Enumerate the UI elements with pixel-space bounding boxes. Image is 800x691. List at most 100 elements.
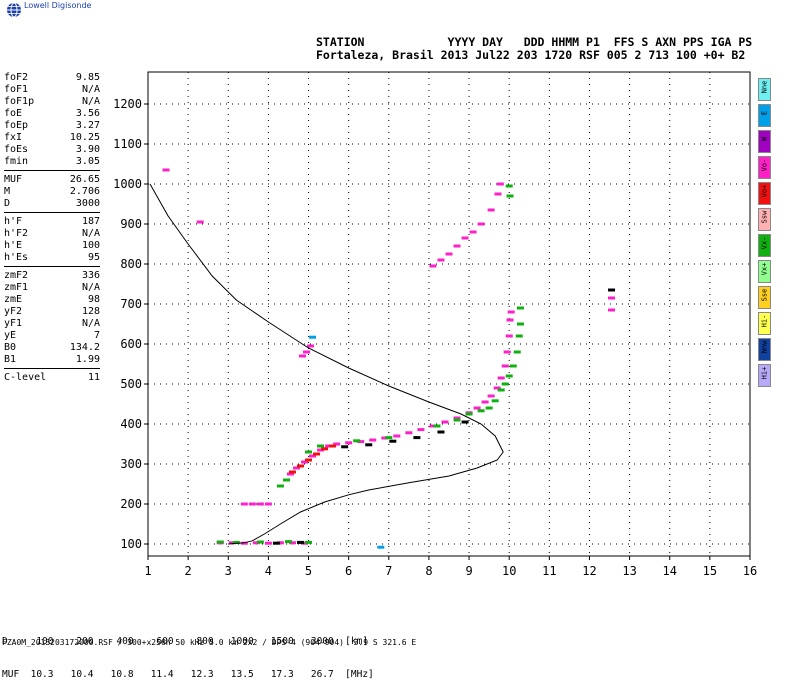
parameter-row: fxI 10.25	[4, 132, 100, 144]
y-tick-label: 300	[120, 457, 142, 471]
echo-trace	[389, 439, 397, 443]
echo-trace	[453, 244, 461, 248]
echo-trace	[309, 454, 317, 458]
parameter-value: 3.90	[75, 144, 100, 155]
echo-trace	[288, 470, 296, 474]
echo-trace	[453, 418, 461, 422]
echo-trace	[365, 443, 373, 447]
echo-trace	[307, 344, 315, 348]
parameter-name: zmF1	[4, 282, 29, 293]
echo-trace	[516, 306, 524, 310]
parameter-panel: foF2 9.85 foF1 N/A foF1p N/A foE 3.56 foEp 3.27 fx…	[4, 72, 100, 384]
echo-trace	[297, 464, 305, 468]
parameter-name: MUF	[4, 174, 23, 185]
echo-trace	[385, 436, 393, 440]
parameter-name: h'F2	[4, 228, 29, 239]
echo-trace	[608, 288, 616, 292]
legend-swatch: Hi+	[758, 364, 771, 387]
echo-trace	[317, 448, 325, 452]
echo-trace	[357, 440, 365, 444]
muf-table: D 100 200 400 600 800 1000 1500 3000 [km…	[2, 614, 374, 691]
echo-trace	[228, 541, 236, 545]
echo-trace	[303, 350, 311, 354]
echo-trace	[317, 444, 325, 448]
header-labels: STATION YYYY DAY DDD HHMM P1 FFS S AXN P…	[316, 35, 753, 49]
legend-label: E	[760, 110, 769, 116]
parameter-name: foEs	[4, 144, 29, 155]
parameter-name: zmE	[4, 294, 23, 305]
parameter-row: yE 7	[4, 330, 100, 342]
parameter-row: zmF2 336	[4, 270, 100, 282]
echo-trace	[276, 541, 284, 545]
echo-trace	[437, 258, 445, 262]
echo-trace	[264, 502, 272, 506]
echo-trace	[248, 502, 256, 506]
echo-trace	[405, 431, 413, 435]
echo-trace	[256, 540, 264, 544]
echo-trace	[252, 541, 260, 545]
parameter-name: h'Es	[4, 252, 29, 263]
parameter-value: 336	[81, 270, 100, 281]
y-tick-label: 900	[120, 217, 142, 231]
legend-swatch: Vx-	[758, 234, 771, 257]
parameter-name: zmF2	[4, 270, 29, 281]
legend-label: Nnw	[760, 340, 769, 354]
x-tick-label: 12	[582, 564, 596, 578]
legend-swatch: Vx+	[758, 260, 771, 283]
echo-trace	[393, 434, 401, 438]
y-tick-label: 200	[120, 497, 142, 511]
x-tick-label: 7	[385, 564, 392, 578]
muf-table-distance-row: D 100 200 400 600 800 1000 1500 3000 [km…	[2, 636, 369, 647]
echo-trace	[503, 350, 511, 354]
echo-trace	[325, 444, 333, 448]
parameter-row: foE 3.56	[4, 108, 100, 120]
legend-label: Hi+	[760, 366, 769, 380]
legend-swatch: Vo-	[758, 156, 771, 179]
echo-trace	[309, 335, 317, 339]
echo-trace	[507, 310, 515, 314]
echo-trace	[506, 318, 514, 322]
echo-trace	[297, 540, 305, 544]
parameter-row: foF1p N/A	[4, 96, 100, 108]
parameter-value: 9.85	[75, 72, 100, 83]
echo-trace	[481, 400, 489, 404]
echo-trace	[353, 439, 361, 443]
x-tick-label: 3	[225, 564, 232, 578]
parameter-value: N/A	[81, 84, 100, 95]
parameter-row: B0 134.2	[4, 342, 100, 354]
echo-trace	[292, 466, 300, 470]
legend-label: Nne	[760, 80, 769, 94]
legend-swatch: Hi-	[758, 312, 771, 335]
echo-trace	[513, 350, 521, 354]
parameter-name: fxI	[4, 132, 23, 143]
legend-swatch: Nnw	[758, 338, 771, 361]
legend-label: Vx+	[760, 262, 769, 276]
echo-trace	[305, 540, 313, 544]
parameter-value: 2.706	[69, 186, 100, 197]
legend-label: Hi-	[760, 314, 769, 328]
echo-trace	[477, 409, 485, 413]
y-tick-label: 800	[120, 257, 142, 271]
y-tick-label: 1100	[113, 137, 142, 151]
parameter-name: C-level	[4, 372, 47, 383]
parameter-row: h'Es 95	[4, 252, 100, 264]
echo-trace	[377, 545, 385, 549]
echo-trace	[477, 222, 485, 226]
echo-trace	[216, 540, 224, 544]
echo-trace	[256, 502, 264, 506]
x-tick-label: 2	[185, 564, 192, 578]
echo-trace	[413, 436, 421, 440]
echo-trace	[341, 445, 349, 449]
x-tick-label: 11	[542, 564, 556, 578]
echo-trace	[491, 399, 499, 403]
echo-trace	[276, 484, 284, 488]
parameter-value: 95	[87, 252, 100, 263]
parameter-row: yF2 128	[4, 306, 100, 318]
parameter-value: 187	[81, 216, 100, 227]
echo-trace	[437, 430, 445, 434]
x-tick-label: 9	[465, 564, 472, 578]
header-values: Fortaleza, Brasil 2013 Jul22 203 1720 RS…	[316, 48, 746, 62]
echo-trace	[321, 447, 329, 451]
echo-trace	[272, 541, 280, 545]
echo-trace	[465, 412, 473, 416]
